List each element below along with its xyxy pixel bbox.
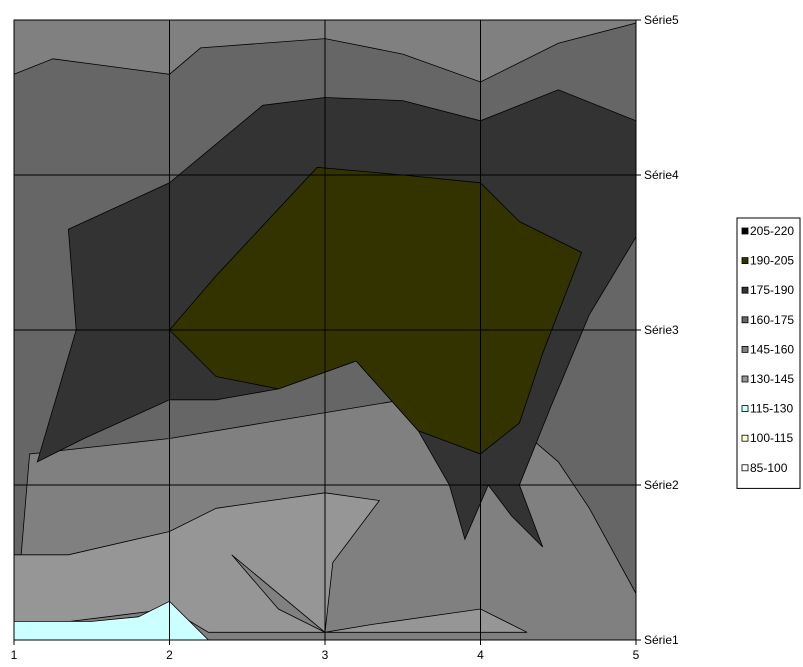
- legend: 205-220 190-205 175-190 160-175 145-160 130-1…: [736, 217, 801, 489]
- series-tick-label: Série2: [644, 478, 679, 492]
- legend-swatch: [741, 227, 749, 235]
- series-tick-label: Série4: [644, 168, 679, 182]
- legend-box: [736, 217, 801, 489]
- legend-label: 205-220: [750, 224, 794, 238]
- contour-region-190-205: [168, 166, 583, 455]
- series-axis-ticks: Série1 Série2 Série3 Série4 Série5: [636, 13, 679, 647]
- legend-label: 160-175: [750, 313, 794, 327]
- legend-label: 145-160: [750, 342, 794, 356]
- legend-swatch: [741, 375, 749, 383]
- legend-label: 175-190: [750, 283, 794, 297]
- legend-label: 85-100: [750, 461, 788, 475]
- x-tick-label: 2: [166, 648, 173, 662]
- legend-swatch: [741, 257, 749, 265]
- series-tick-label: Série1: [644, 633, 679, 647]
- legend-swatch: [741, 316, 749, 324]
- legend-label: 115-130: [750, 402, 793, 416]
- legend-swatch: [741, 286, 749, 294]
- series-tick-label: Série3: [644, 323, 679, 337]
- legend-label: 130-145: [750, 372, 794, 386]
- x-tick-label: 1: [11, 648, 18, 662]
- x-axis-ticks: 1 2 3 4 5: [11, 640, 640, 662]
- legend-swatch: [741, 464, 749, 472]
- legend-label: 190-205: [750, 254, 794, 268]
- x-tick-label: 4: [477, 648, 484, 662]
- legend-swatch: [741, 345, 749, 353]
- legend-swatch: [741, 434, 749, 442]
- legend-label: 100-115: [750, 431, 793, 445]
- series-tick-label: Série5: [644, 13, 679, 27]
- x-tick-label: 5: [633, 648, 640, 662]
- x-tick-label: 3: [322, 648, 329, 662]
- legend-swatch: [741, 405, 749, 413]
